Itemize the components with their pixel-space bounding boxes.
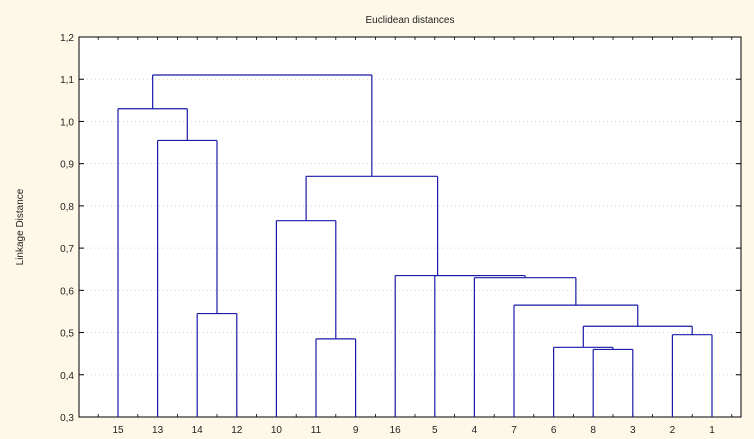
leaf-label: 4 xyxy=(472,425,478,436)
y-tick-label: 0,9 xyxy=(60,160,74,171)
leaf-label: 1 xyxy=(709,425,715,436)
leaf-label: 5 xyxy=(432,425,438,436)
leaf-label: 9 xyxy=(353,425,359,436)
leaf-label: 11 xyxy=(311,425,322,436)
chart-title: Euclidean distances xyxy=(366,15,455,26)
y-tick-label: 1,0 xyxy=(60,117,74,128)
y-tick-label: 0,4 xyxy=(60,371,74,382)
leaf-label: 7 xyxy=(511,425,517,436)
y-tick-label: 0,5 xyxy=(60,329,74,340)
y-tick-label: 1,2 xyxy=(60,33,74,44)
leaf-label: 3 xyxy=(630,425,636,436)
leaf-label: 16 xyxy=(390,425,402,436)
leaf-label: 2 xyxy=(670,425,676,436)
leaf-label: 15 xyxy=(112,425,124,436)
y-tick-label: 1,1 xyxy=(60,75,74,86)
leaf-label: 8 xyxy=(590,425,596,436)
leaf-label: 10 xyxy=(271,425,283,436)
leaf-label: 6 xyxy=(551,425,557,436)
leaf-label: 13 xyxy=(152,425,164,436)
y-axis-label: Linkage Distance xyxy=(15,188,26,265)
axis-ticks: 0,30,40,50,60,70,80,91,01,11,215 13 14 12 10… xyxy=(60,33,741,436)
y-tick-label: 0,8 xyxy=(60,202,74,213)
dendrogram-links xyxy=(117,74,713,417)
y-tick-label: 0,7 xyxy=(60,244,74,255)
y-tick-label: 0,6 xyxy=(60,286,74,297)
y-tick-label: 0,3 xyxy=(60,413,74,424)
leaf-label: 14 xyxy=(192,425,204,436)
leaf-label: 12 xyxy=(231,425,243,436)
plot-area xyxy=(78,36,742,418)
